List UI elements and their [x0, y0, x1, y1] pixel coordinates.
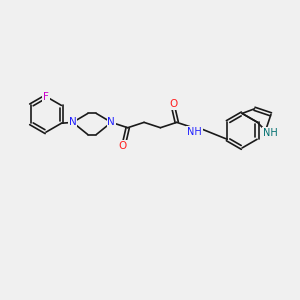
Text: F: F [43, 92, 49, 101]
Text: N: N [107, 117, 115, 128]
Text: NH: NH [263, 128, 278, 138]
Text: NH: NH [187, 127, 202, 136]
Text: O: O [169, 99, 177, 109]
Text: N: N [69, 117, 76, 128]
Text: O: O [119, 141, 127, 151]
